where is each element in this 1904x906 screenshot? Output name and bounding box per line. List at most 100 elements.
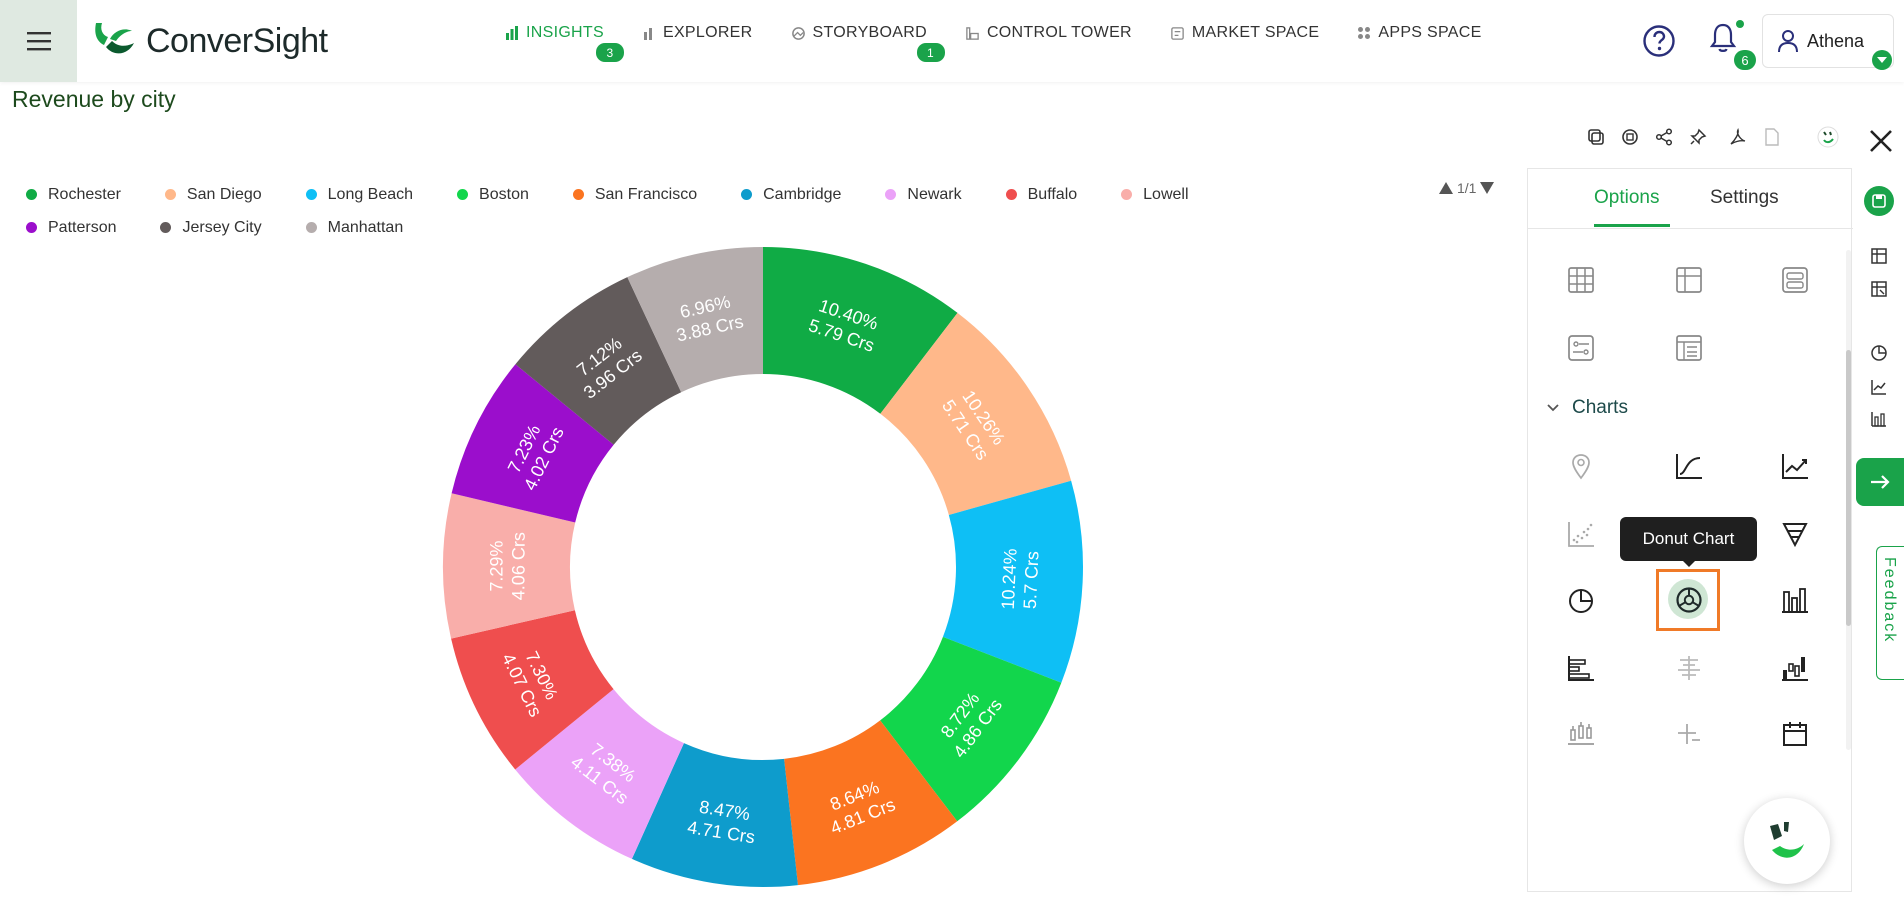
kpi-card-icon	[1568, 335, 1594, 361]
chart-type-curve[interactable]	[1672, 449, 1706, 483]
nav-market-space-label: MARKET SPACE	[1191, 24, 1320, 41]
bar-chart-icon	[506, 26, 518, 40]
notifications-button[interactable]	[1708, 22, 1742, 58]
charts-section-toggle[interactable]: Charts	[1546, 397, 1628, 419]
table-type-grid[interactable]	[1564, 263, 1598, 297]
help-icon	[1643, 25, 1675, 57]
donut-slice[interactable]	[631, 743, 798, 887]
apply-arrow-button[interactable]	[1856, 458, 1904, 506]
chart-type-diverging-bar[interactable]	[1672, 651, 1706, 685]
column-icon	[1871, 412, 1886, 427]
donut-slice[interactable]	[627, 247, 763, 393]
table-type-kpi[interactable]	[1564, 331, 1598, 365]
legend-color-dot	[164, 189, 176, 200]
tab-options[interactable]: Options	[1594, 187, 1660, 208]
chart-type-line[interactable]	[1778, 449, 1812, 483]
legend-item[interactable]: Rochester	[26, 186, 121, 204]
nav-apps-space-label: APPS SPACE	[1378, 24, 1482, 41]
chart-type-bar[interactable]	[1564, 651, 1598, 685]
user-menu[interactable]: Athena	[1762, 14, 1894, 68]
chart-type-waterfall[interactable]	[1778, 651, 1812, 685]
legend-item[interactable]: Newark	[885, 186, 962, 204]
user-menu-toggle[interactable]	[1872, 50, 1892, 70]
page-up-icon[interactable]	[1438, 181, 1454, 195]
legend-item[interactable]: Boston	[457, 186, 529, 204]
hamburger-icon	[26, 32, 51, 51]
donut-slice[interactable]	[880, 312, 1072, 515]
copy-icon	[1588, 129, 1604, 145]
donut-slice[interactable]	[784, 720, 958, 886]
rail-table-button[interactable]	[1868, 245, 1890, 267]
page-down-icon[interactable]	[1479, 181, 1495, 195]
scatter-chart-icon	[1568, 522, 1594, 547]
menu-button[interactable]	[0, 0, 77, 82]
legend-item[interactable]: San Francisco	[572, 186, 697, 204]
panel-tabs: Options Settings	[1528, 169, 1853, 229]
donut-slice[interactable]	[942, 480, 1083, 683]
legend-label: Patterson	[48, 218, 117, 236]
donut-slice[interactable]	[451, 610, 614, 770]
save-chart-button[interactable]	[1864, 186, 1894, 216]
tab-settings[interactable]: Settings	[1710, 187, 1779, 208]
legend-item[interactable]: Cambridge	[741, 186, 841, 204]
feedback-tab[interactable]: Feedback	[1876, 546, 1904, 680]
legend-item[interactable]: Long Beach	[305, 186, 413, 204]
chart-type-tooltip: Donut Chart	[1620, 517, 1757, 561]
donut-slice[interactable]	[763, 247, 958, 414]
chart-type-scatter[interactable]	[1564, 517, 1598, 551]
table-type-detail[interactable]	[1672, 331, 1706, 365]
legend-item[interactable]: Lowell	[1121, 186, 1189, 204]
tooltip-arrow	[1682, 560, 1696, 567]
detail-table-icon	[1676, 335, 1702, 361]
table-type-pivot[interactable]	[1672, 263, 1706, 297]
pin-button[interactable]	[1687, 126, 1709, 148]
nav-apps-space[interactable]: APPS SPACE	[1357, 24, 1481, 42]
nav-control-tower[interactable]: CONTROL TOWER	[965, 24, 1132, 42]
rail-column-button[interactable]	[1868, 408, 1890, 430]
donut-slice[interactable]	[443, 493, 576, 639]
rail-line-button[interactable]	[1868, 376, 1890, 398]
nav-insights[interactable]: INSIGHTS 3	[505, 24, 624, 62]
pivot-icon	[1871, 281, 1887, 297]
donut-slice[interactable]	[515, 277, 682, 445]
legend-label: Boston	[479, 185, 529, 203]
legend-pager: 1/1	[1438, 180, 1495, 196]
legend-color-dot	[1005, 189, 1017, 200]
chart-type-map[interactable]	[1564, 449, 1598, 483]
chart-type-gantt[interactable]	[1778, 717, 1812, 751]
export-file-button[interactable]	[1761, 126, 1783, 148]
chart-type-donut[interactable]	[1672, 583, 1706, 617]
nav-explorer[interactable]: EXPLORER	[642, 24, 753, 42]
share-button[interactable]	[1653, 126, 1675, 148]
panel-scroll-thumb[interactable]	[1846, 350, 1851, 626]
chart-type-column[interactable]	[1778, 583, 1812, 617]
donut-slice[interactable]	[880, 636, 1062, 822]
curve-chart-icon	[1676, 454, 1702, 479]
assistant-face-button[interactable]	[1817, 126, 1839, 148]
brand-logo[interactable]: ConverSight	[90, 16, 328, 66]
legend-color-dot	[457, 189, 469, 200]
chart-type-crosshair[interactable]	[1672, 717, 1706, 751]
donut-slice[interactable]	[451, 364, 614, 523]
copy-button[interactable]	[1585, 126, 1607, 148]
legend-color-dot	[160, 222, 172, 233]
legend-item[interactable]: San Diego	[164, 186, 262, 204]
assistant-chat-button[interactable]	[1744, 798, 1830, 884]
table-type-list[interactable]	[1778, 263, 1812, 297]
nav-market-space[interactable]: MARKET SPACE	[1170, 24, 1319, 42]
donut-slice[interactable]	[515, 689, 684, 859]
help-button[interactable]	[1642, 24, 1676, 58]
legend-item[interactable]: Patterson	[26, 219, 116, 237]
nav-storyboard[interactable]: STORYBOARD 1	[791, 24, 945, 62]
legend-item[interactable]: Jersey City	[160, 219, 262, 237]
rail-pivot-button[interactable]	[1868, 278, 1890, 300]
legend-item[interactable]: Buffalo	[1005, 186, 1077, 204]
save-copy-button[interactable]	[1619, 126, 1641, 148]
export-pdf-button[interactable]	[1727, 126, 1749, 148]
chart-type-pie[interactable]	[1564, 583, 1598, 617]
rail-pie-button[interactable]	[1868, 342, 1890, 364]
legend-item[interactable]: Manhattan	[305, 219, 403, 237]
close-button[interactable]	[1868, 128, 1894, 154]
chart-type-funnel[interactable]	[1778, 517, 1812, 551]
chart-type-box-plot[interactable]	[1564, 717, 1598, 751]
